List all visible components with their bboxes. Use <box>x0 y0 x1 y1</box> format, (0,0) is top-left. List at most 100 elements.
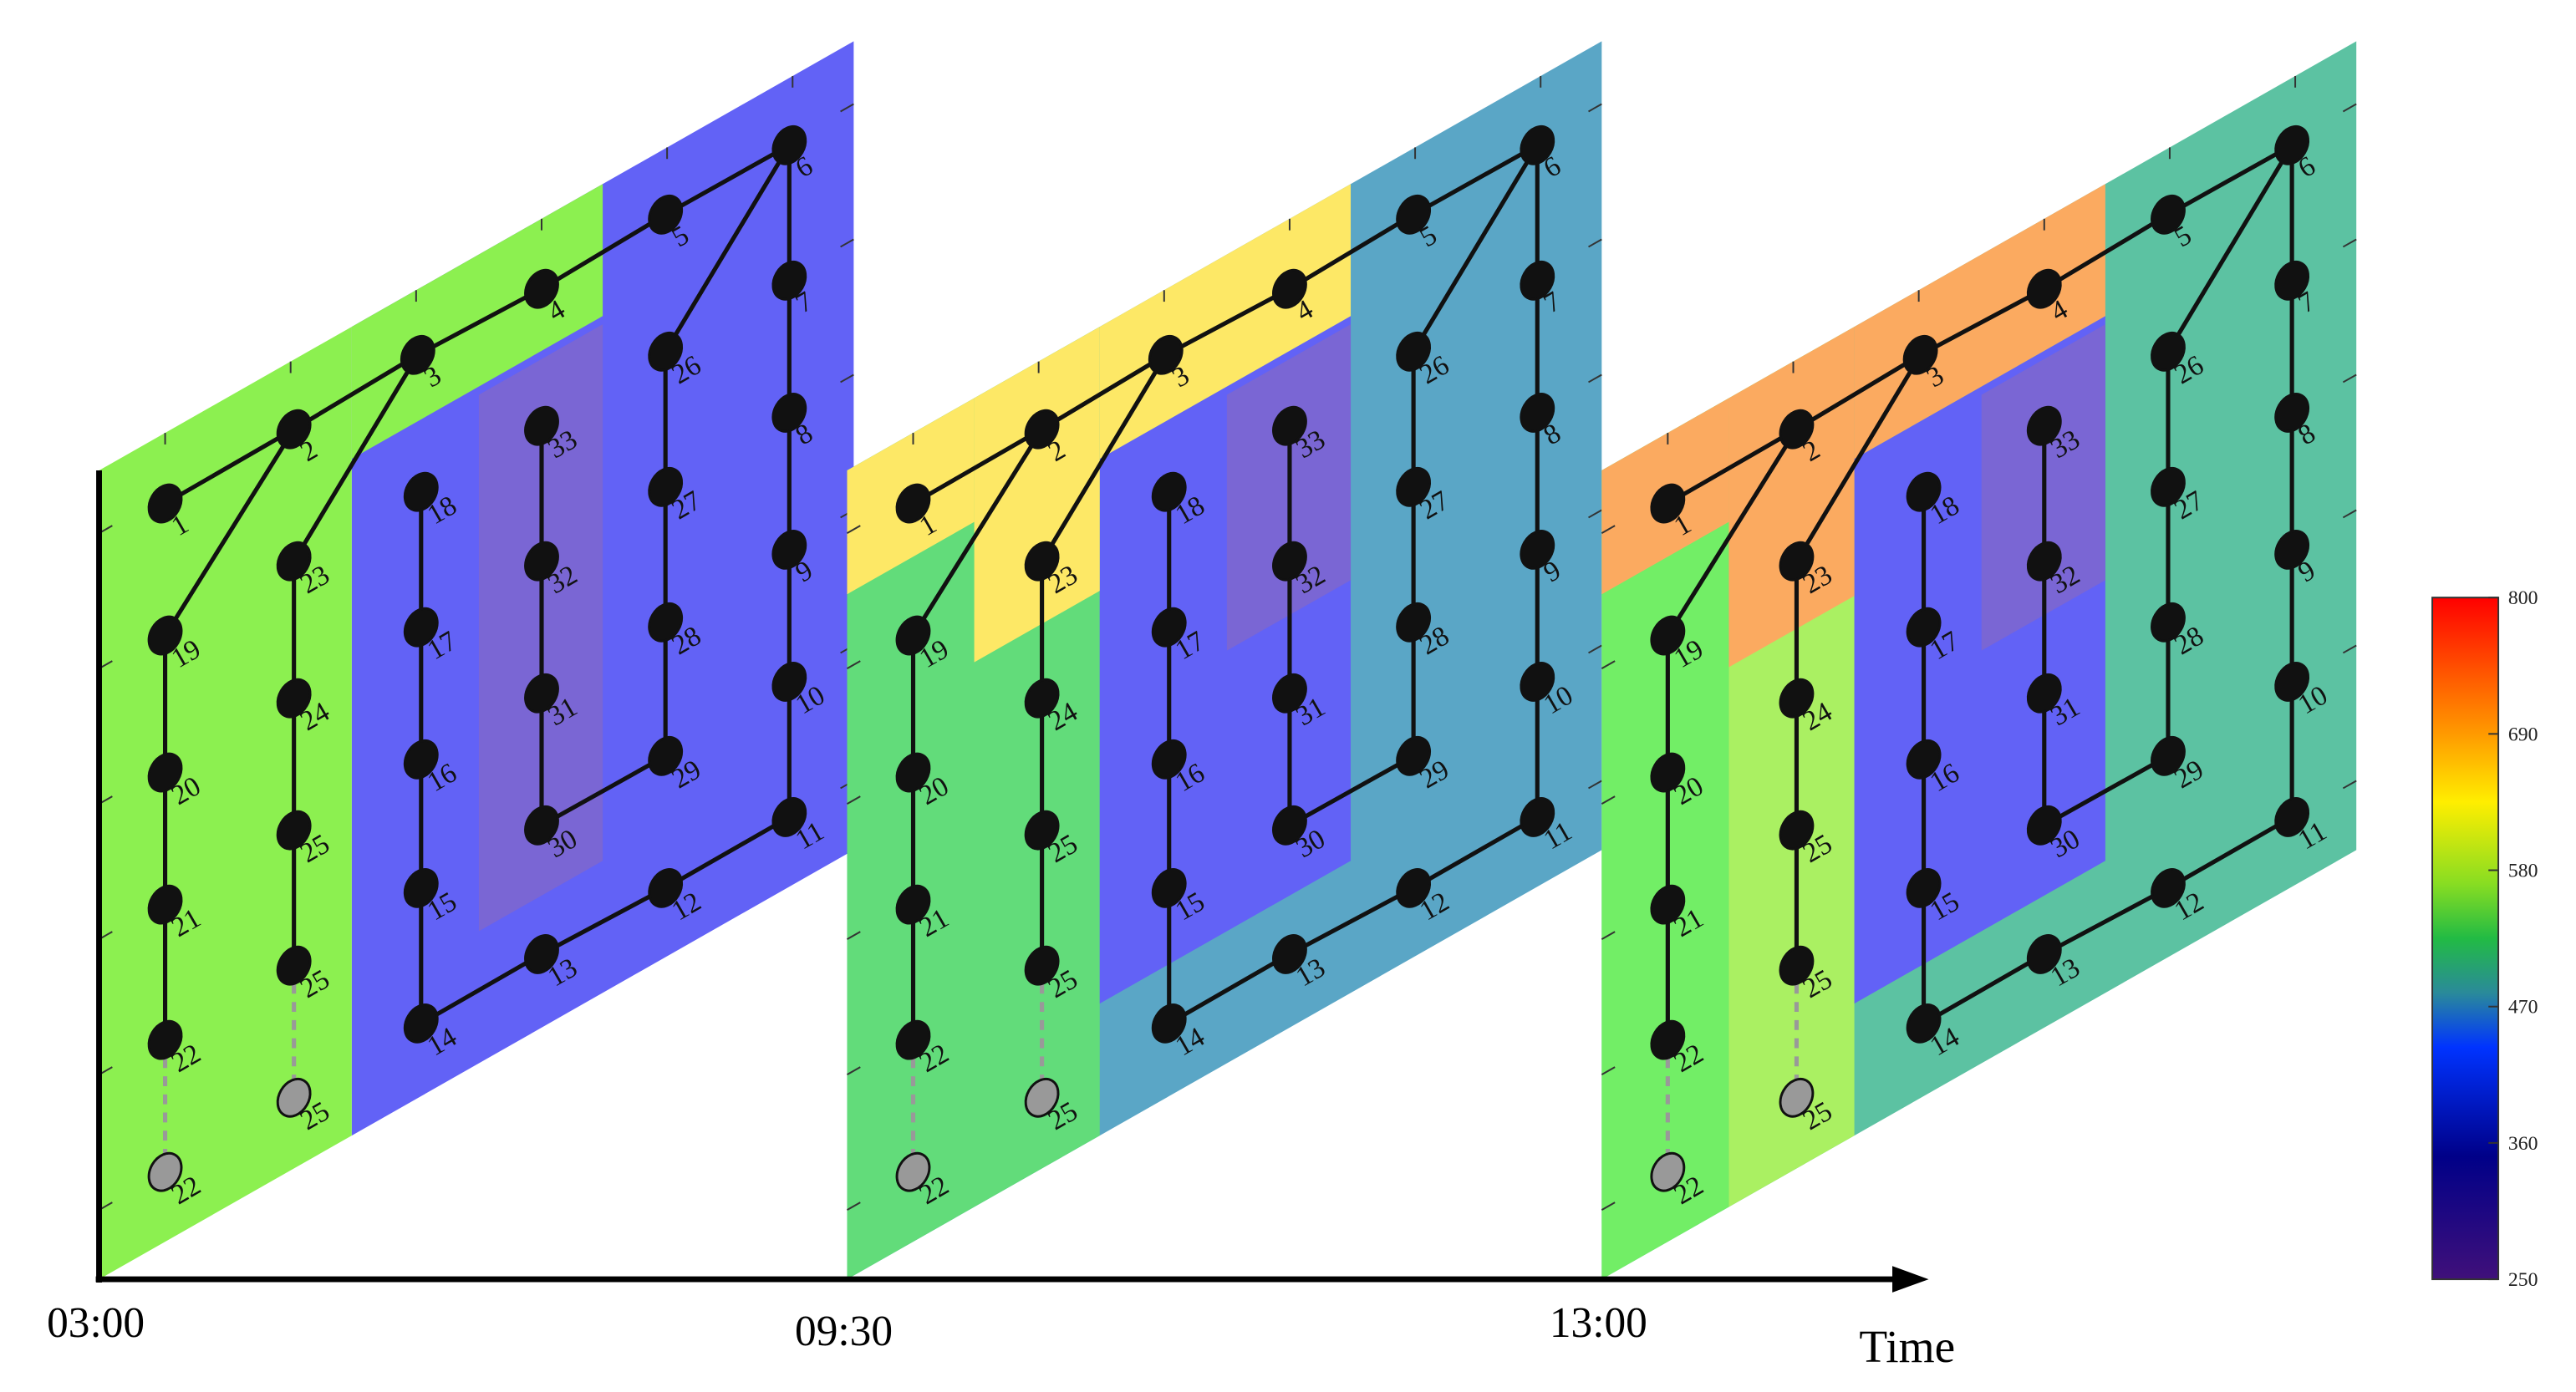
edge-tick <box>2342 644 2357 654</box>
bus-node <box>2274 393 2310 433</box>
panel: 1234567891011121314151617181920212223242… <box>846 41 1602 1280</box>
bus-node <box>524 405 559 446</box>
branch <box>911 428 1044 637</box>
branch <box>540 754 667 828</box>
edge-tick <box>846 1201 861 1211</box>
bus-node <box>2026 934 2062 974</box>
edge-tick <box>1588 103 1602 113</box>
branch <box>1288 212 1415 291</box>
bus-node <box>1272 405 1307 446</box>
bus-node <box>1906 739 1942 780</box>
branch <box>293 353 420 431</box>
bus-node <box>1779 678 1815 719</box>
bus-node <box>2274 124 2310 165</box>
bus-node <box>1272 268 1307 309</box>
edge-tick <box>2342 238 2357 248</box>
bus-node <box>524 805 559 846</box>
bus-node <box>147 1019 183 1060</box>
bus-node <box>403 1003 439 1044</box>
branch <box>2166 144 2294 353</box>
bus-node <box>1151 739 1187 780</box>
bus-node <box>524 541 559 582</box>
bus-node <box>2026 405 2062 446</box>
bus-node <box>771 530 807 570</box>
bus-node <box>2274 662 2310 702</box>
bus-node <box>1024 810 1060 851</box>
branch <box>1288 886 1415 957</box>
bus-node <box>147 884 183 925</box>
bus-node <box>1272 934 1307 974</box>
bus-node <box>1272 673 1307 714</box>
region <box>1601 398 1729 1280</box>
bus-node <box>524 934 559 974</box>
bus-node <box>648 331 684 372</box>
branch <box>292 353 420 563</box>
edge-tick <box>846 931 861 940</box>
branch <box>1412 815 1539 891</box>
bus-node <box>276 945 312 986</box>
time-arrow-head <box>1892 1266 1929 1293</box>
bus-node <box>1396 194 1432 235</box>
bus-node <box>1151 868 1187 908</box>
bus-node <box>648 466 684 507</box>
branch <box>1919 287 2046 358</box>
edge-tick <box>1601 1201 1616 1211</box>
bus-node <box>403 607 439 648</box>
panel: 1234567891011121314151617181920212223242… <box>99 41 854 1280</box>
edge-tick <box>846 660 861 669</box>
bus-node <box>1520 393 1555 433</box>
switch-node <box>276 1077 312 1118</box>
bus-node <box>771 797 807 837</box>
edge-tick <box>1588 509 1602 519</box>
bus-node <box>648 868 684 908</box>
bus-node <box>1272 805 1307 846</box>
branch <box>1288 754 1415 828</box>
branch <box>664 143 791 217</box>
bus-node <box>895 483 931 524</box>
bus-node <box>2274 797 2310 837</box>
branch <box>1922 952 2046 1026</box>
bus-node <box>2026 268 2062 309</box>
bus-node <box>895 752 931 793</box>
colorbar-tick-label: 360 <box>2508 1133 2538 1155</box>
branch <box>540 212 667 291</box>
colorbar-tick-label: 250 <box>2508 1269 2538 1291</box>
bus-node <box>1520 260 1555 301</box>
bus-node <box>1779 810 1815 851</box>
edge-tick <box>846 795 861 805</box>
bus-node <box>147 615 183 656</box>
bus-node <box>771 260 807 301</box>
bus-node <box>1906 1003 1942 1044</box>
colorbar-tick-label: 690 <box>2508 724 2538 745</box>
branch <box>2043 212 2170 291</box>
bus-node <box>1520 530 1555 570</box>
bus-node <box>1024 945 1060 986</box>
colorbar <box>2431 597 2500 1281</box>
branch <box>2043 754 2170 828</box>
switch-node <box>895 1151 931 1192</box>
edge-tick <box>2342 373 2357 384</box>
bus-node <box>1151 471 1187 512</box>
bus-node <box>403 868 439 908</box>
branch <box>1667 427 1798 505</box>
bus-node <box>276 541 312 582</box>
region <box>974 327 1100 663</box>
bus-node <box>2151 868 2186 908</box>
edge-tick <box>846 1066 861 1075</box>
bus-node <box>1906 607 1942 648</box>
bus-node <box>276 678 312 719</box>
branch <box>1666 428 1799 637</box>
bus-node <box>1520 797 1555 837</box>
branch <box>912 427 1043 505</box>
edge-tick <box>1588 373 1602 384</box>
bus-node <box>895 1019 931 1060</box>
branch <box>163 428 296 637</box>
edge-tick <box>840 373 854 384</box>
time-label: 03:00 <box>47 1299 145 1347</box>
bus-node <box>403 739 439 780</box>
bus-node <box>1396 868 1432 908</box>
bus-node <box>2274 260 2310 301</box>
bus-node <box>1906 471 1942 512</box>
bus-node <box>1151 607 1187 648</box>
colorbar-tick-label: 470 <box>2508 997 2538 1019</box>
